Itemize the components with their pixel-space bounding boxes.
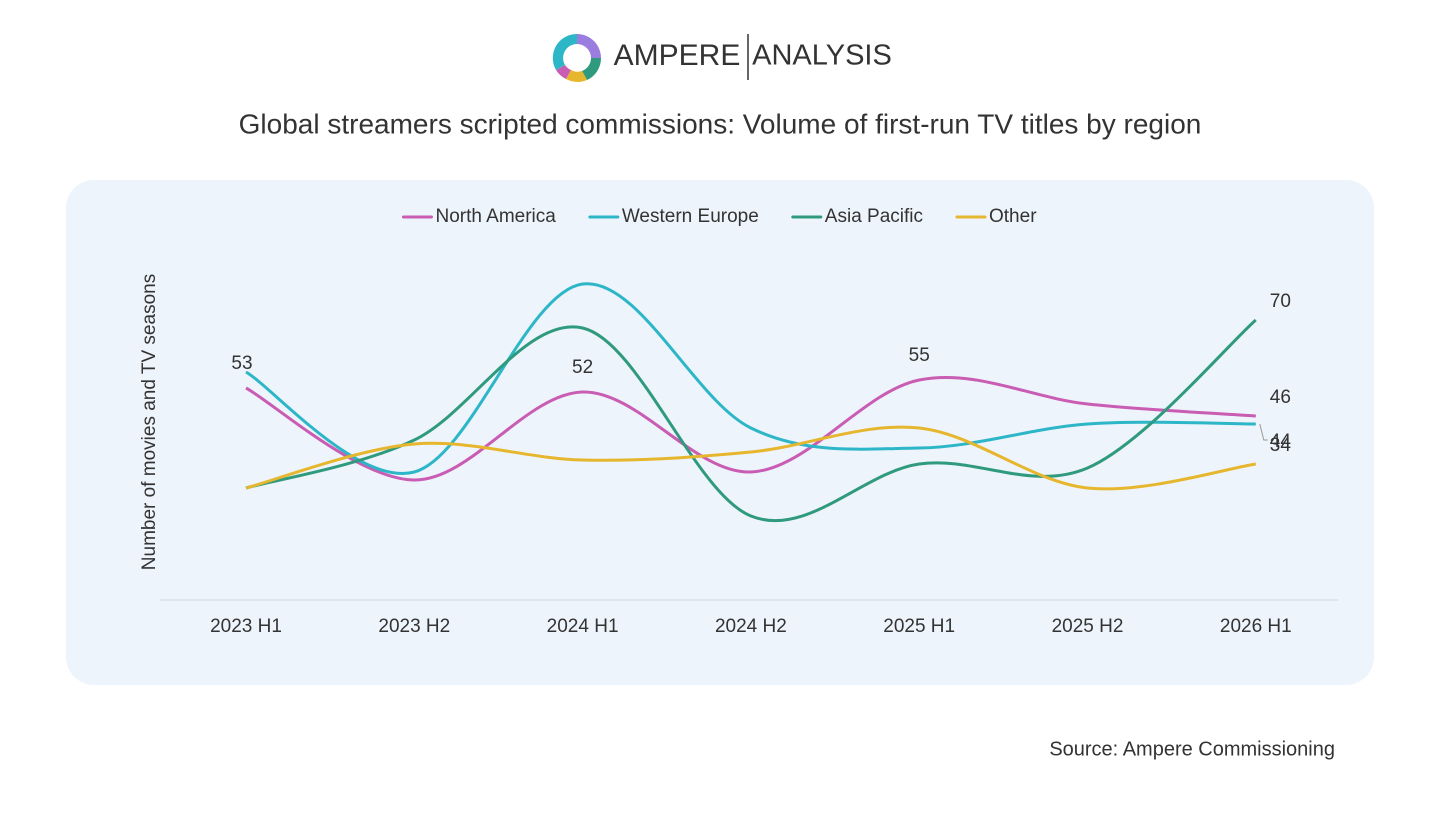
series-line [245, 425, 1257, 491]
plot-panel [66, 180, 1374, 685]
series-line [245, 282, 1256, 475]
x-tick-label: 2023 H1 [210, 616, 282, 637]
legend-label: Western Europe [622, 206, 759, 227]
series-line [245, 318, 1257, 523]
data-label: 44 [1270, 431, 1292, 452]
legend-label: Other [989, 206, 1037, 227]
data-label: 34 [1270, 435, 1292, 456]
label-leader [1259, 423, 1268, 441]
source: Source: Ampere Commissioning [1049, 738, 1335, 760]
data-label: 55 [909, 345, 930, 366]
logo-mark [552, 33, 602, 82]
x-tick-label: 2024 H1 [547, 616, 619, 637]
x-tick-label: 2025 H1 [883, 616, 955, 637]
series-line [245, 375, 1256, 482]
chart-title: Global streamers scripted commissions: V… [239, 108, 1202, 139]
x-tick-label: 2024 H2 [715, 616, 787, 637]
x-tick-label: 2025 H2 [1052, 616, 1124, 637]
brand: AMPERE [614, 39, 741, 72]
x-tick-label: 2026 H1 [1220, 616, 1292, 637]
legend-label: North America [435, 206, 556, 227]
y-axis-label: Number of movies and TV seasons [139, 274, 160, 570]
data-label: 46 [1270, 387, 1291, 408]
brand-sub: ANALYSIS [752, 40, 892, 72]
data-label: 52 [572, 357, 593, 378]
x-tick-label: 2023 H2 [378, 616, 450, 637]
data-label: 53 [231, 353, 252, 374]
legend-label: Asia Pacific [825, 206, 923, 227]
data-label: 70 [1270, 291, 1291, 312]
